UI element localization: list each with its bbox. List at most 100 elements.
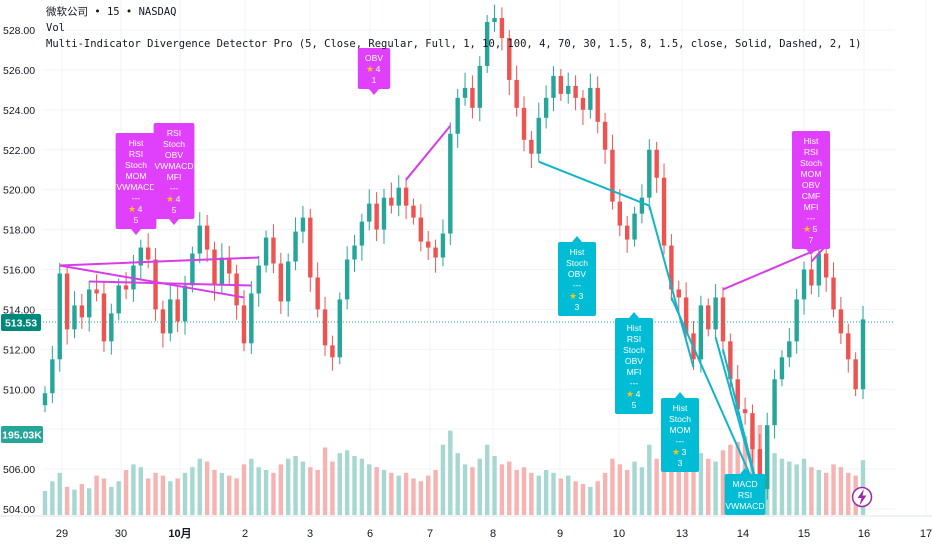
- candle-body: [831, 277, 836, 310]
- label-indicator-name: Hist: [570, 247, 585, 257]
- bullish-divergence-line: [670, 297, 761, 498]
- label-star-value: 4: [636, 389, 641, 399]
- volume-bar: [249, 458, 254, 515]
- volume-bar: [123, 470, 129, 515]
- volume-bar: [94, 475, 99, 515]
- label-count: 5: [632, 400, 637, 410]
- candle-body: [204, 225, 210, 250]
- volume-bar: [639, 467, 645, 515]
- label-star-value: 3: [579, 291, 584, 301]
- volume-bar: [624, 470, 630, 515]
- price-tick-label: 516.00: [3, 265, 35, 277]
- volume-bar: [566, 475, 571, 515]
- label-indicator-name: VWMACD: [154, 161, 193, 171]
- price-tick-label: 510.00: [3, 384, 35, 396]
- label-indicator-name: ---: [573, 280, 582, 290]
- label-count: 5: [172, 205, 177, 215]
- candle-body: [588, 87, 593, 110]
- candle-body: [853, 359, 858, 390]
- price-tick-label: 518.00: [3, 225, 35, 237]
- candle-body: [514, 79, 519, 108]
- volume-bar: [787, 461, 792, 515]
- candle-body: [87, 289, 92, 318]
- candle-body: [573, 85, 578, 98]
- candle-body: [558, 75, 564, 94]
- candle-body: [337, 299, 342, 358]
- bearish-divergence-line: [59, 256, 259, 267]
- volume-bar: [484, 444, 490, 515]
- candle-body: [632, 213, 637, 240]
- candle-body: [787, 341, 792, 358]
- candle-body: [846, 333, 851, 360]
- candle-body: [344, 259, 350, 300]
- candle-body: [602, 121, 608, 150]
- lightning-icon[interactable]: [851, 486, 873, 508]
- price-axis[interactable]: 528.00 526.00 524.00 522.00 520.00 518.00 516.…: [3, 25, 35, 516]
- volume-bar: [374, 467, 379, 515]
- volume-bar: [610, 458, 615, 515]
- candle-body: [639, 197, 645, 214]
- bearish-divergence-line: [59, 264, 245, 299]
- volume-bar: [145, 478, 151, 515]
- candle-body: [256, 265, 261, 294]
- candle-body: [241, 305, 247, 344]
- candle-body: [580, 97, 586, 110]
- volume-bar: [492, 455, 497, 515]
- label-indicator-name: RSI: [804, 147, 818, 157]
- label-indicator-name: RSI: [129, 149, 143, 159]
- candle-body: [418, 217, 424, 242]
- volume-bar: [720, 450, 726, 515]
- candle-body: [263, 237, 269, 266]
- candle-body: [470, 87, 475, 108]
- volume-bar: [536, 475, 541, 515]
- volume-bar: [79, 484, 85, 515]
- label-indicator-name: OBV: [165, 150, 183, 160]
- candle-body: [499, 18, 505, 38]
- time-tick-label: 3: [307, 528, 313, 540]
- volume-bar: [160, 475, 166, 515]
- candle-body: [521, 107, 527, 140]
- volume-bar: [352, 455, 357, 515]
- volume-bar: [138, 467, 144, 515]
- volume-bar: [337, 453, 342, 515]
- volume-bar: [683, 461, 689, 515]
- candle-body: [676, 289, 681, 298]
- candle-body: [838, 309, 844, 334]
- candle-body: [507, 37, 512, 80]
- volume-bar: [801, 458, 807, 515]
- label-pointer: [131, 229, 141, 235]
- label-indicator-name: OBV: [802, 180, 820, 190]
- volume-bar: [64, 486, 70, 515]
- star-icon: ★: [626, 390, 634, 400]
- candle-body: [175, 299, 180, 322]
- candle-body: [462, 87, 468, 98]
- candle-body: [477, 65, 482, 108]
- volume-bar: [809, 467, 814, 515]
- candle-body: [367, 203, 372, 222]
- candle-body: [352, 245, 357, 260]
- price-tick-label: 522.00: [3, 145, 35, 157]
- volume-bar: [403, 472, 409, 515]
- candle-body: [426, 241, 431, 248]
- candle-body: [145, 247, 151, 260]
- bullish-divergence-line: [648, 205, 695, 368]
- volume-bar: [42, 491, 48, 515]
- candle-body: [624, 225, 630, 240]
- volume-bar: [455, 453, 460, 515]
- label-indicator-name: Hist: [129, 138, 144, 148]
- candle-body: [64, 273, 70, 330]
- candle-body: [440, 233, 446, 258]
- label-count: 3: [575, 302, 580, 312]
- candle-body: [492, 18, 497, 23]
- volume-bar: [190, 467, 195, 515]
- candle-body: [396, 187, 401, 206]
- candle-body: [42, 393, 48, 406]
- volume-bar: [87, 488, 92, 515]
- time-axis[interactable]: 29 30 10月 2 3 6 7 8 9 10 13 14 15 16 17: [56, 527, 932, 540]
- label-box: [357, 48, 391, 89]
- label-indicator-name: Stoch: [163, 139, 185, 149]
- candle-body: [101, 293, 107, 342]
- label-indicator-name: RSI: [167, 128, 181, 138]
